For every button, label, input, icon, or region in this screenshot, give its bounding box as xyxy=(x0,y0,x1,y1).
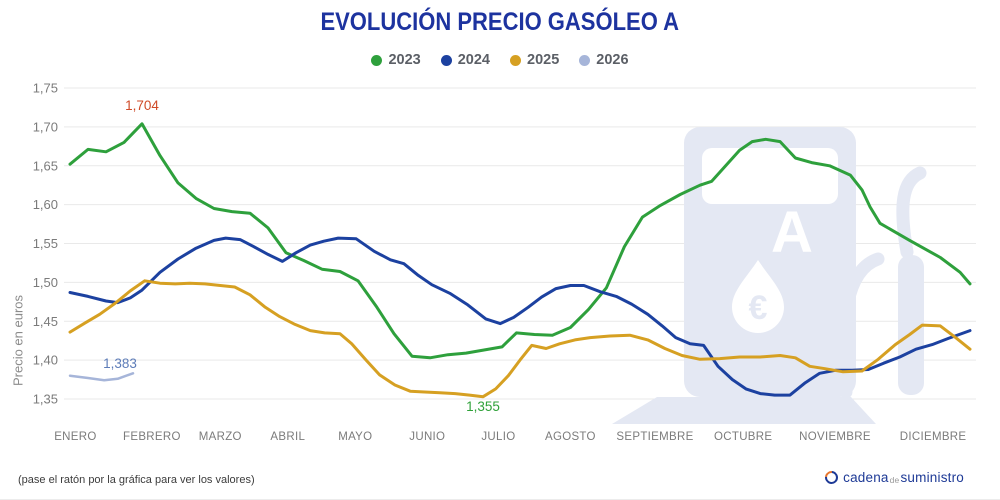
y-tick-label: 1,50 xyxy=(33,275,58,290)
y-tick-label: 1,60 xyxy=(33,197,58,212)
legend-dot-2023 xyxy=(371,54,383,66)
y-axis-title: Precio en euros xyxy=(10,294,26,387)
legend-dot-2025 xyxy=(510,54,521,66)
y-tick-label: 1,75 xyxy=(33,81,58,96)
y-tick-label: 1,70 xyxy=(33,119,58,134)
month-label-FEBRERO: FEBRERO xyxy=(123,431,181,443)
legend-label: 2026 xyxy=(596,52,629,68)
y-tick-label: 1,45 xyxy=(33,314,58,329)
series-line-2026[interactable] xyxy=(68,372,135,382)
month-label-JULIO: JULIO xyxy=(481,431,515,443)
month-label-SEPTIEMBRE: SEPTIEMBRE xyxy=(616,431,693,443)
annotation-2023: 1,704 xyxy=(125,98,159,113)
series-line-2024[interactable] xyxy=(68,236,972,397)
pump-nozzle xyxy=(898,255,924,395)
legend-item-2023: 2023 xyxy=(371,52,421,68)
y-tick-label: 1,55 xyxy=(33,236,58,251)
page-title: EVOLUCIÓN PRECIO GASÓLEO A xyxy=(320,8,680,36)
pump-hose xyxy=(837,252,885,399)
pump-screen xyxy=(702,148,838,204)
logo-word-cadena: cadena xyxy=(843,470,889,485)
legend: 2023 2024 2025 2026 xyxy=(0,52,1000,68)
logo-word-suministro: suministro xyxy=(900,470,964,485)
fuel-pump-watermark: A€ xyxy=(612,127,927,424)
logo-word-de: de xyxy=(889,475,900,485)
month-label-MARZO: MARZO xyxy=(199,431,242,443)
fuel-drop-icon xyxy=(732,260,784,333)
legend-dot-2024 xyxy=(440,54,452,66)
annotation-2026: 1,383 xyxy=(103,356,137,371)
legend-label: 2024 xyxy=(457,52,490,68)
legend-item-2026: 2026 xyxy=(579,52,629,68)
euro-symbol: € xyxy=(749,289,768,327)
legend-item-2025: 2025 xyxy=(510,52,559,68)
legend-label: 2025 xyxy=(527,52,560,68)
legend-dot-2026 xyxy=(579,54,591,66)
brand-logo-icon xyxy=(822,468,841,487)
y-tick-label: 1,40 xyxy=(33,353,58,368)
month-label-ABRIL: ABRIL xyxy=(270,431,305,443)
brand-logo[interactable]: cadenadesuministro xyxy=(822,468,964,487)
y-tick-label: 1,35 xyxy=(33,392,58,407)
brand-logo-text: cadenadesuministro xyxy=(843,470,964,485)
pump-letter: A xyxy=(771,200,813,265)
legend-label: 2023 xyxy=(388,52,421,68)
series-line-2023[interactable] xyxy=(68,122,972,360)
month-label-NOVIEMBRE: NOVIEMBRE xyxy=(799,431,871,443)
annotation-2025: 1,355 xyxy=(466,399,500,414)
month-label-AGOSTO: AGOSTO xyxy=(545,431,596,443)
pump-base xyxy=(612,397,876,424)
month-label-DICIEMBRE: DICIEMBRE xyxy=(900,431,967,443)
hover-hint-text: (pase el ratón por la gráfica para ver l… xyxy=(18,474,255,486)
series-line-2025[interactable] xyxy=(68,279,972,399)
month-label-JUNIO: JUNIO xyxy=(409,431,445,443)
month-label-MAYO: MAYO xyxy=(338,431,372,443)
y-tick-label: 1,65 xyxy=(33,158,58,173)
month-label-ENERO: ENERO xyxy=(54,431,96,443)
legend-item-2024: 2024 xyxy=(440,52,490,68)
month-label-OCTUBRE: OCTUBRE xyxy=(714,431,772,443)
